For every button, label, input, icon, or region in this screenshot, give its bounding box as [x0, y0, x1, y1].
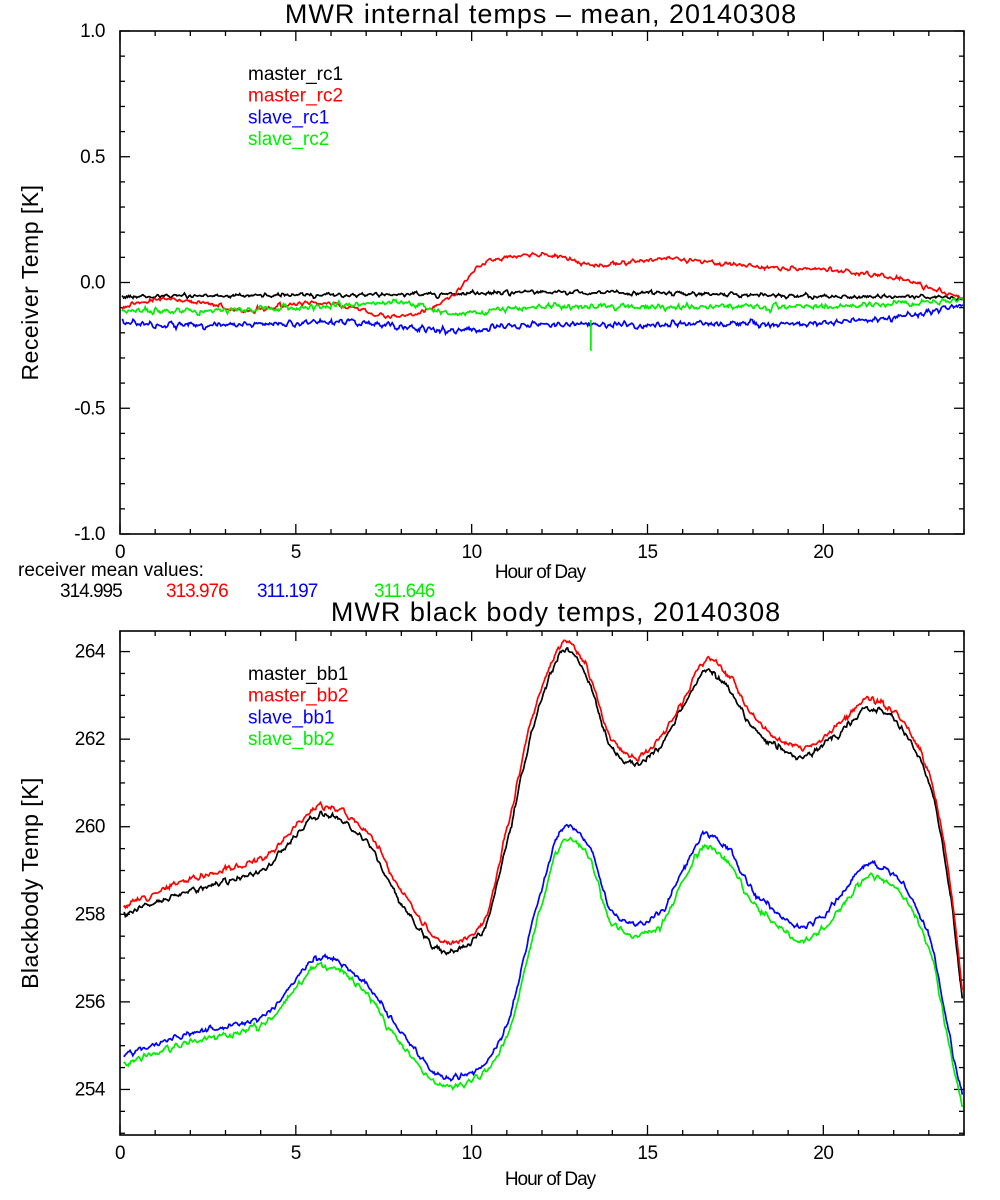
svg-text:254: 254: [75, 1079, 106, 1100]
svg-text:20: 20: [813, 1143, 833, 1164]
svg-text:258: 258: [75, 904, 105, 925]
svg-text:313.976: 313.976: [166, 581, 228, 602]
svg-text:15: 15: [637, 542, 657, 563]
svg-text:master_rc2: master_rc2: [248, 86, 343, 107]
svg-text:master_bb2: master_bb2: [248, 686, 348, 707]
svg-text:20: 20: [813, 542, 833, 563]
svg-text:master_bb1: master_bb1: [248, 664, 348, 685]
svg-text:receiver mean values:: receiver mean values:: [18, 560, 204, 581]
svg-text:264: 264: [75, 642, 106, 663]
svg-text:5: 5: [291, 542, 301, 563]
svg-text:slave_bb2: slave_bb2: [248, 729, 335, 750]
svg-text:260: 260: [75, 817, 105, 838]
svg-text:MWR black body temps, 20140308: MWR black body temps, 20140308: [331, 597, 781, 627]
svg-text:5: 5: [291, 1143, 301, 1164]
svg-text:slave_rc1: slave_rc1: [248, 107, 329, 128]
svg-text:master_rc1: master_rc1: [248, 64, 343, 85]
svg-text:10: 10: [462, 542, 482, 563]
svg-text:262: 262: [75, 729, 105, 750]
svg-text:15: 15: [637, 1143, 657, 1164]
svg-text:Hour of Day: Hour of Day: [495, 562, 587, 583]
svg-text:Hour of Day: Hour of Day: [505, 1169, 597, 1190]
svg-text:256: 256: [75, 992, 105, 1013]
svg-text:-1.0: -1.0: [74, 524, 105, 545]
svg-text:slave_bb1: slave_bb1: [248, 707, 335, 728]
svg-text:0.0: 0.0: [80, 273, 105, 294]
svg-text:Blackbody Temp [K]: Blackbody Temp [K]: [17, 777, 43, 989]
svg-text:0.5: 0.5: [80, 147, 105, 168]
svg-text:slave_rc2: slave_rc2: [248, 129, 329, 150]
svg-text:10: 10: [462, 1143, 482, 1164]
svg-text:1.0: 1.0: [80, 21, 105, 42]
svg-text:311.197: 311.197: [257, 581, 318, 602]
svg-text:Receiver Temp [K]: Receiver Temp [K]: [17, 185, 43, 381]
svg-text:-0.5: -0.5: [74, 398, 105, 419]
svg-text:314.995: 314.995: [60, 581, 122, 602]
svg-text:MWR internal temps – mean, 201: MWR internal temps – mean, 20140308: [285, 0, 797, 29]
svg-text:0: 0: [115, 1143, 125, 1164]
